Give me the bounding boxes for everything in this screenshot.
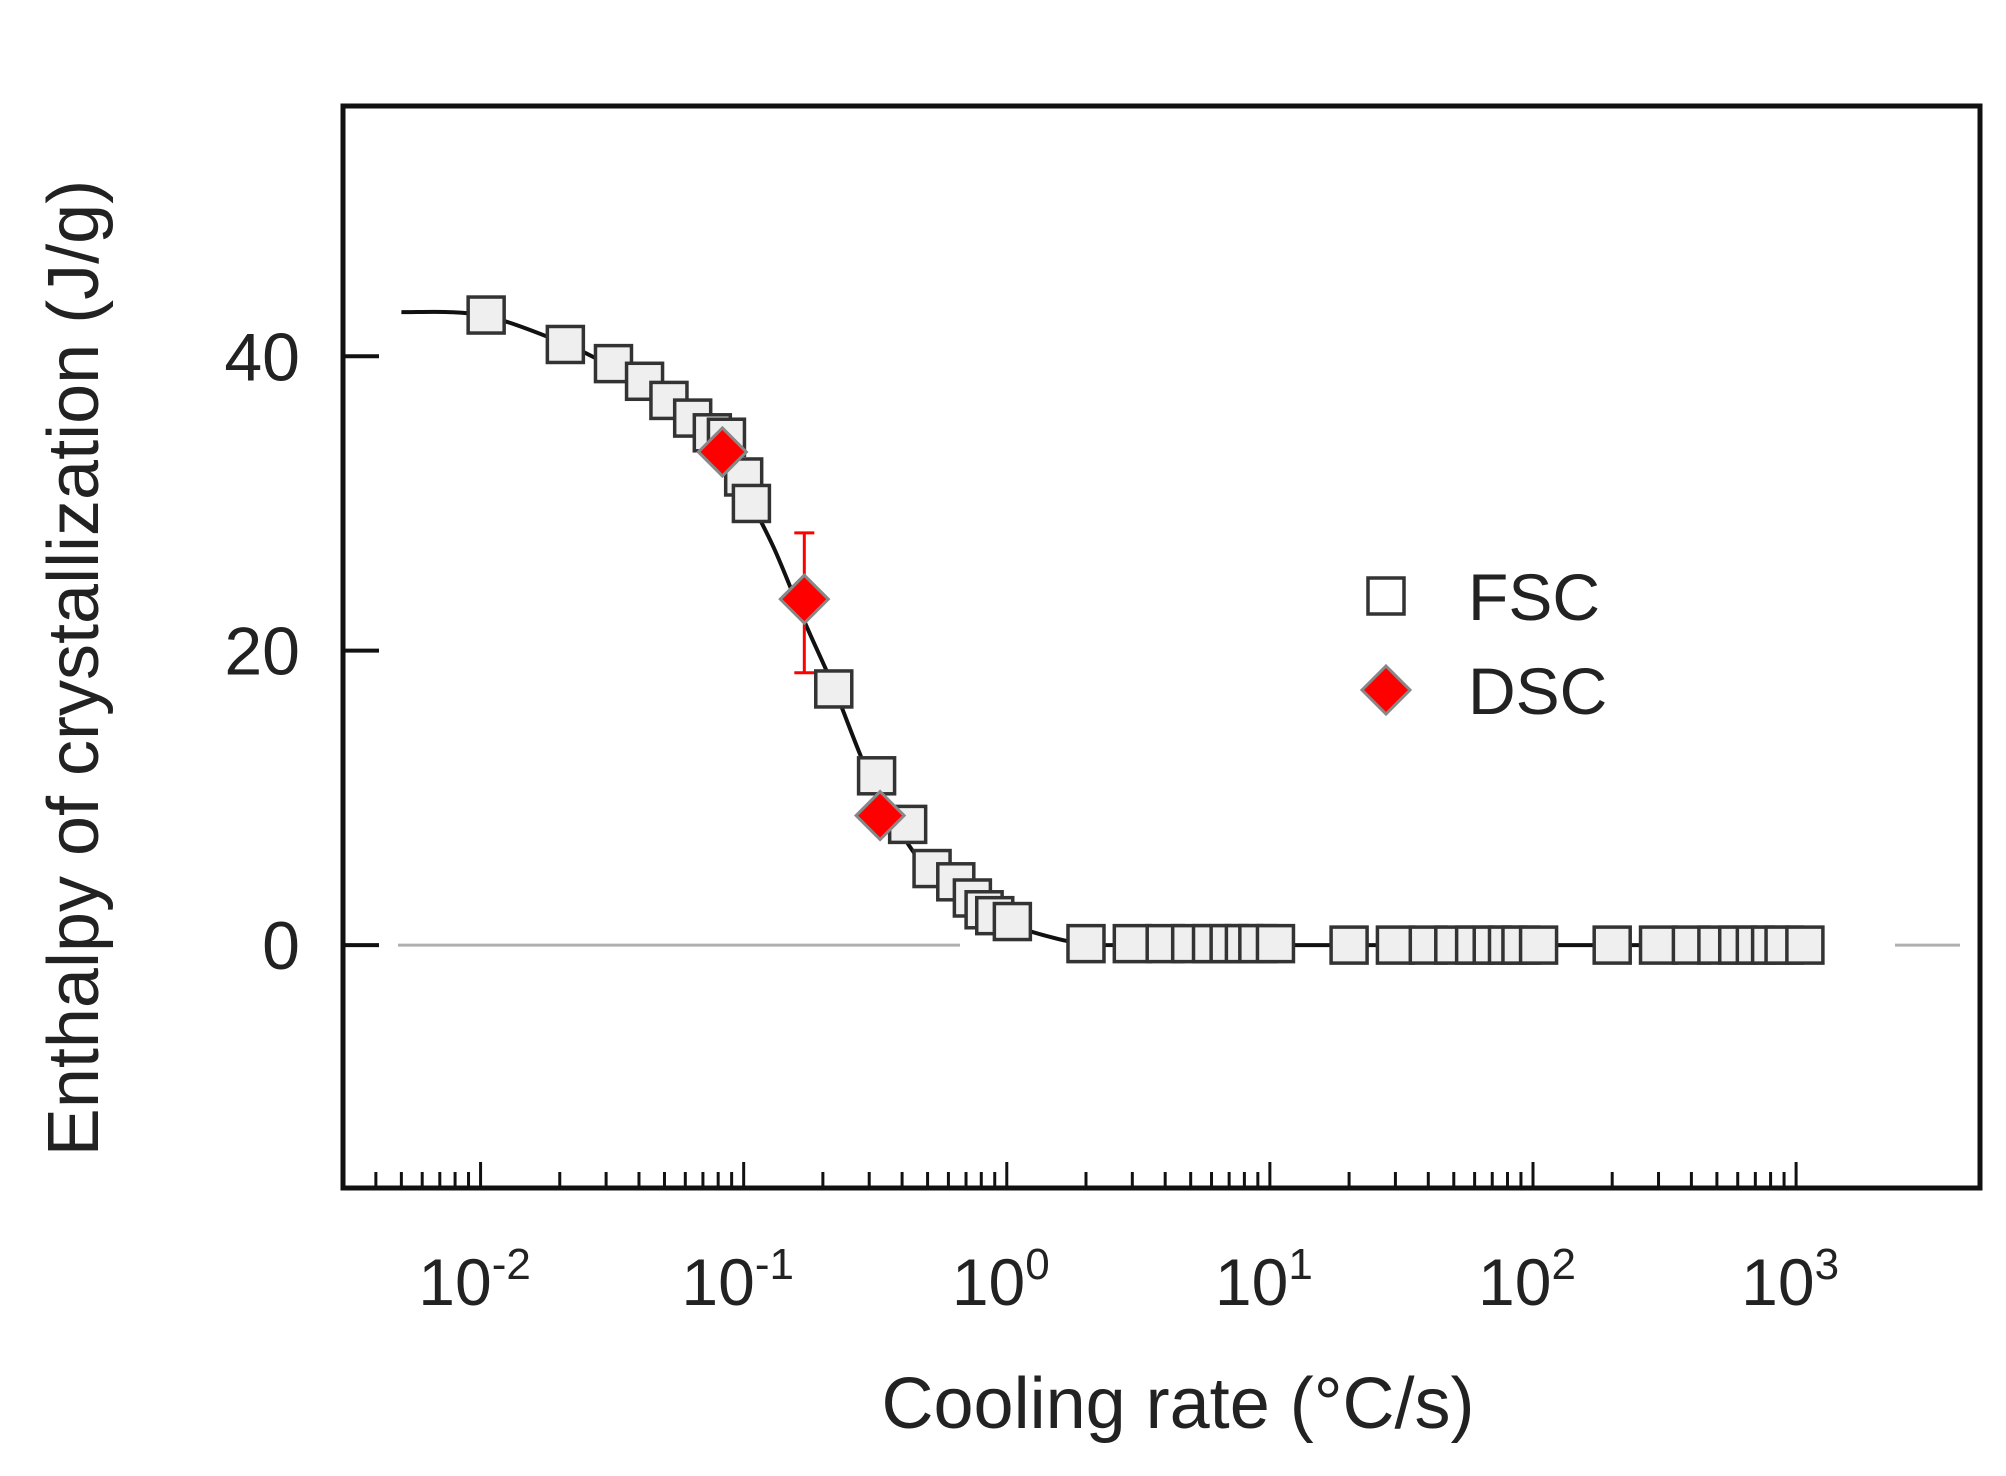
y-axis: 0 20 40 (224, 319, 379, 984)
fsc-point (1329, 925, 1369, 965)
plot-frame (340, 103, 1983, 1191)
fsc-point (1785, 925, 1825, 965)
x-tick-base: 10 (418, 1245, 491, 1319)
dsc-point (696, 425, 749, 479)
fsc-point (1112, 923, 1153, 964)
x-tick-base: 10 (1215, 1245, 1288, 1319)
x-tick-exponent: 1 (1288, 1240, 1312, 1289)
x-tick-label: 101 (1215, 1240, 1313, 1319)
x-tick-label: 100 (952, 1240, 1050, 1319)
fsc-point (856, 756, 897, 796)
x-tick-label: 10-2 (418, 1240, 531, 1319)
y-tick-label: 0 (262, 908, 300, 984)
x-tick-base: 10 (1741, 1245, 1814, 1319)
x-axis: 10-2 10-1 100 101 102 103 (341, 1162, 1839, 1319)
fsc-point (466, 295, 506, 335)
x-tick-label: 103 (1741, 1240, 1839, 1319)
x-tick-base: 10 (952, 1245, 1025, 1319)
legend: FSC DSC (1359, 560, 1607, 728)
fsc-point (1592, 925, 1632, 965)
fsc-point (814, 669, 854, 709)
fsc-point (545, 324, 586, 365)
fsc-series (466, 295, 1825, 965)
fsc-point (731, 483, 772, 524)
legend-dsc-marker (1359, 663, 1413, 717)
dsc-point (778, 573, 831, 626)
fsc-point (992, 901, 1033, 942)
y-tick-label: 20 (224, 614, 300, 690)
x-tick-label: 10-1 (681, 1240, 794, 1319)
dsc-point (853, 789, 907, 842)
x-tick-label: 102 (1478, 1240, 1576, 1319)
x-axis-label: Cooling rate (°C/s) (882, 1364, 1475, 1444)
legend-fsc-label: FSC (1468, 560, 1600, 634)
fsc-point (1638, 925, 1679, 965)
x-tick-exponent: 0 (1025, 1240, 1049, 1289)
y-tick-label: 40 (224, 319, 300, 395)
fsc-point (1255, 923, 1296, 964)
fsc-point (1518, 925, 1559, 965)
x-tick-base: 10 (681, 1245, 754, 1319)
x-tick-exponent: 2 (1551, 1240, 1575, 1289)
fsc-point (1375, 925, 1416, 965)
dsc-series (696, 425, 907, 842)
x-tick-exponent: -2 (492, 1240, 531, 1289)
legend-fsc-marker (1366, 576, 1406, 616)
y-axis-label: Enthalpy of crystallization (J/g) (34, 180, 114, 1156)
x-tick-exponent: 3 (1815, 1240, 1839, 1289)
x-tick-base: 10 (1478, 1245, 1551, 1319)
x-tick-exponent: -1 (755, 1240, 794, 1289)
fsc-point (1066, 923, 1106, 964)
legend-dsc-label: DSC (1468, 654, 1607, 728)
